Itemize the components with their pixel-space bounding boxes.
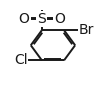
Text: S: S [38, 12, 46, 26]
Text: Cl: Cl [14, 53, 27, 67]
Text: Br: Br [79, 23, 94, 37]
Text: O: O [54, 12, 65, 26]
Text: O: O [19, 12, 29, 26]
